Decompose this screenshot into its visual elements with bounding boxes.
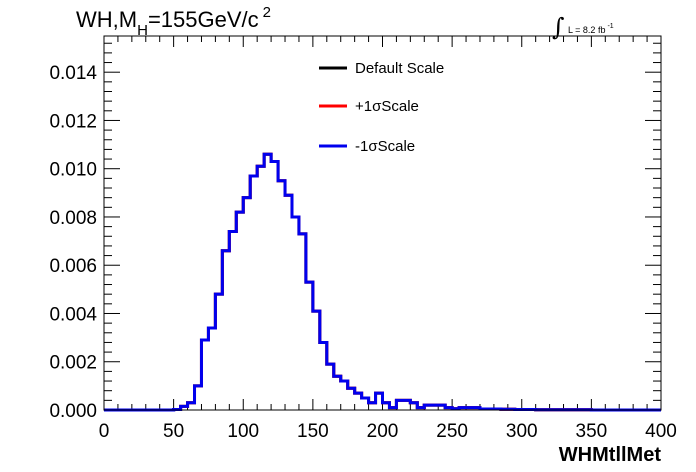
x-tick-label: 0: [99, 421, 110, 442]
x-tick-label: 150: [297, 421, 329, 442]
x-tick-label: 350: [576, 421, 608, 442]
legend-label: -1σScale: [355, 138, 415, 155]
y-tick-label: 0.006: [49, 256, 97, 277]
title-subscript: H: [137, 22, 148, 39]
legend-label: Default Scale: [355, 60, 444, 77]
luminosity-label: ∫ L = 8.2 fb -1: [552, 13, 614, 41]
title-superscript: 2: [263, 4, 271, 21]
series-layer: [104, 152, 661, 412]
x-tick-label: 400: [645, 421, 677, 442]
chart-title: WH,MH=155GeV/c 2: [76, 4, 271, 39]
y-tick-label: 0.012: [49, 111, 97, 132]
y-tick-label: 0.000: [49, 401, 97, 422]
integral-symbol: ∫: [552, 13, 565, 41]
x-tick-label: 50: [163, 421, 184, 442]
y-tick-label: 0.002: [49, 353, 97, 374]
plot-frame: [103, 35, 662, 411]
y-tick-label: 0.014: [49, 63, 97, 84]
y-tick-label: 0.010: [49, 160, 97, 181]
x-tick-label: 300: [506, 421, 538, 442]
y-tick-label: 0.004: [49, 304, 97, 325]
x-tick-label: 250: [436, 421, 468, 442]
y-tick-label: 0.008: [49, 208, 97, 229]
lumi-text: L = 8.2 fb -1: [568, 23, 614, 35]
title-value: =155GeV/c: [148, 7, 259, 32]
x-tick-label: 200: [367, 421, 399, 442]
title-main: WH,M: [76, 7, 137, 32]
x-axis-title: WHMtllMet: [559, 444, 662, 466]
x-tick-label: 100: [227, 421, 259, 442]
legend-label: +1σScale: [355, 98, 419, 115]
series-line-2: [104, 152, 661, 412]
axes: 0 50 100 150 200 250 300 350 400 0.000 0.002 0.004 0…: [49, 36, 677, 442]
legend: Default Scale +1σScale -1σScale: [319, 60, 444, 155]
